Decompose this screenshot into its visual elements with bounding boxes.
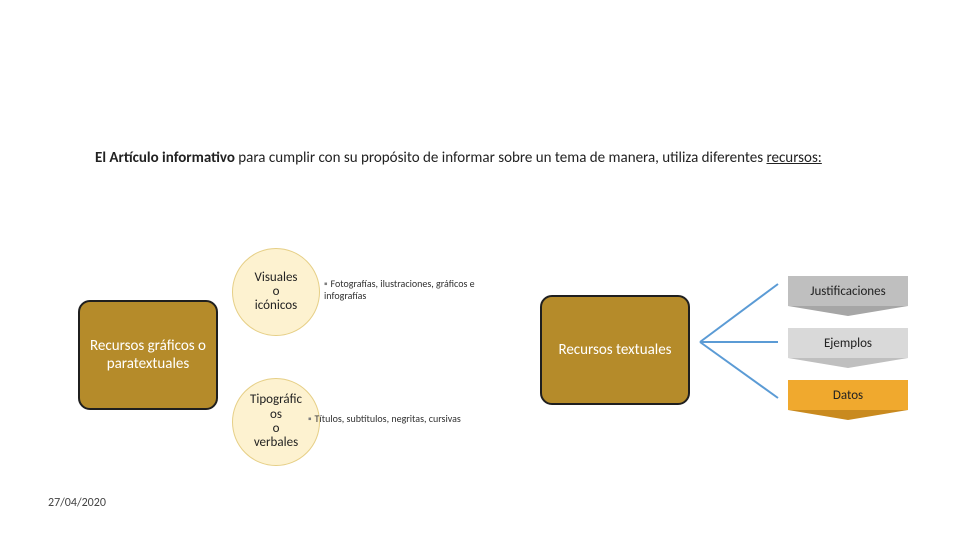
intro-text: El Artículo informativo para cumplir con… bbox=[95, 148, 905, 168]
chevron-datos: Datos bbox=[788, 380, 908, 410]
circle-tipograficos: Tipográficosoverbales bbox=[232, 378, 320, 466]
circle-label: Tipográficosoverbales bbox=[250, 393, 302, 450]
left-resource-box: Recursos gráficos o paratextuales bbox=[78, 300, 218, 410]
left-resource-label: Recursos gráficos o paratextuales bbox=[90, 337, 206, 373]
intro-middle: para cumplir con su propósito de informa… bbox=[235, 149, 767, 167]
intro-bold: El Artículo informativo bbox=[95, 149, 235, 167]
footer-date: 27/04/2020 bbox=[48, 496, 106, 510]
intro-underlined: recursos: bbox=[766, 149, 821, 167]
chevron-label: Justificaciones bbox=[810, 284, 885, 299]
right-resource-box: Recursos textuales bbox=[540, 295, 690, 405]
bullet-visuales: Fotografías, ilustraciones, gráficos e i… bbox=[324, 278, 484, 302]
circle-label: Visualesoicónicos bbox=[254, 271, 297, 314]
right-resource-label: Recursos textuales bbox=[558, 341, 671, 359]
bullet-tipograficos: Títulos, subtítulos, negritas, cursivas bbox=[308, 413, 468, 425]
slide: El Artículo informativo para cumplir con… bbox=[0, 0, 960, 540]
circle-visuales: Visualesoicónicos bbox=[232, 248, 320, 336]
chevron-justificaciones: Justificaciones bbox=[788, 276, 908, 306]
chevron-ejemplos: Ejemplos bbox=[788, 328, 908, 358]
fan-lines bbox=[700, 262, 790, 437]
chevron-label: Ejemplos bbox=[824, 336, 872, 351]
chevron-label: Datos bbox=[833, 388, 863, 403]
